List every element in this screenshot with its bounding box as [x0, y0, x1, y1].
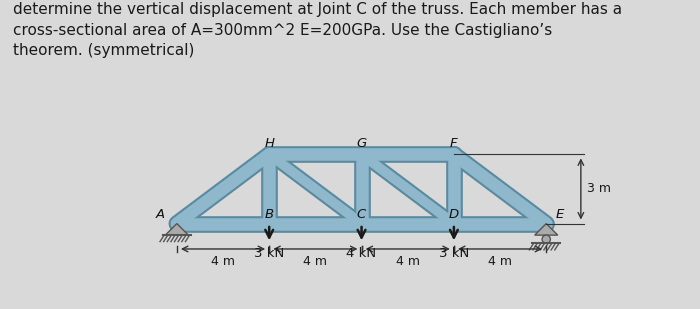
Text: 4 m: 4 m	[488, 256, 512, 269]
Text: 3 kN: 3 kN	[254, 248, 284, 260]
Text: 4 kN: 4 kN	[346, 248, 377, 260]
Text: G: G	[356, 137, 367, 150]
Text: F: F	[450, 137, 458, 150]
Text: B: B	[265, 208, 274, 221]
Text: 3 m: 3 m	[587, 182, 610, 196]
Circle shape	[542, 235, 550, 243]
Text: 4 m: 4 m	[303, 256, 328, 269]
Text: C: C	[357, 208, 366, 221]
Text: A: A	[156, 208, 165, 221]
Text: D: D	[449, 208, 459, 221]
Text: 4 m: 4 m	[211, 256, 235, 269]
Text: determine the vertical displacement at Joint C of the truss. Each member has a
c: determine the vertical displacement at J…	[13, 2, 622, 58]
Polygon shape	[535, 224, 558, 235]
Text: 3 kN: 3 kN	[439, 248, 469, 260]
Text: E: E	[556, 208, 564, 221]
Text: 4 m: 4 m	[395, 256, 420, 269]
Polygon shape	[165, 224, 188, 235]
Text: H: H	[264, 137, 274, 150]
